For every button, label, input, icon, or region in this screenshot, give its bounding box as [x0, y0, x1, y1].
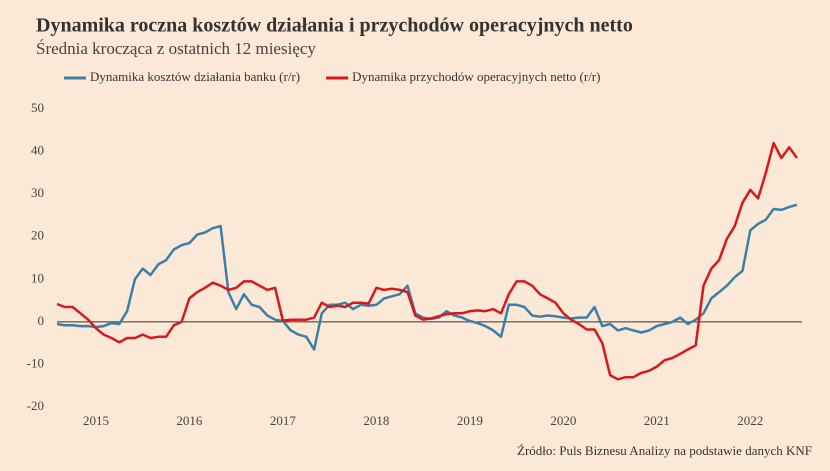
x-tick-label: 2018 — [363, 413, 389, 428]
x-tick-label: 2019 — [457, 413, 483, 428]
y-tick-label: 30 — [31, 185, 44, 200]
y-tick-label: -10 — [27, 355, 44, 370]
y-tick-label: 0 — [38, 313, 45, 328]
x-tick-label: 2016 — [176, 413, 203, 428]
legend-label: Dynamika kosztów działania banku (r/r) — [90, 69, 300, 84]
chart-title: Dynamika roczna kosztów działania i przy… — [36, 15, 633, 37]
y-tick-label: 40 — [31, 143, 44, 158]
x-tick-label: 2017 — [270, 413, 297, 428]
legend-label: Dynamika przychodów operacyjnych netto (… — [352, 69, 600, 84]
y-tick-label: 10 — [31, 270, 44, 285]
series-line — [56, 203, 798, 351]
y-tick-label: -20 — [27, 398, 44, 413]
series-line — [56, 141, 799, 381]
x-tick-label: 2022 — [737, 413, 763, 428]
source: Źródło: Puls Biznesu Analizy na podstawi… — [517, 443, 812, 458]
y-tick-label: 50 — [31, 100, 44, 115]
x-tick-label: 2021 — [644, 413, 670, 428]
chart-subtitle: Średnia krocząca z ostatnich 12 miesięcy — [36, 39, 316, 58]
x-tick-label: 2015 — [83, 413, 109, 428]
x-tick-label: 2020 — [550, 413, 576, 428]
y-tick-label: 20 — [31, 228, 44, 243]
